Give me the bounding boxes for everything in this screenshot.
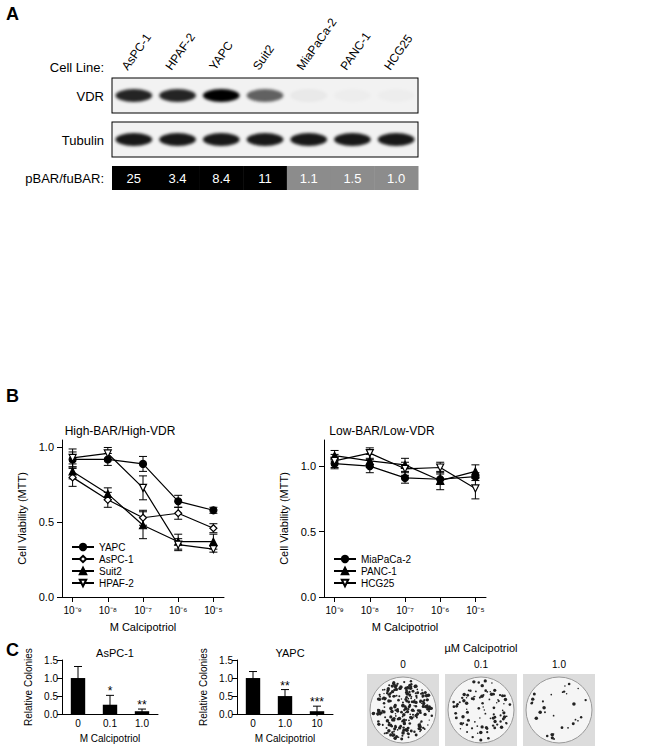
svg-text:10⁻⁶: 10⁻⁶ [431,605,449,616]
svg-text:1.0: 1.0 [135,718,149,729]
svg-text:0.1: 0.1 [103,718,117,729]
svg-text:Relative Colonies: Relative Colonies [23,648,34,726]
svg-text:1.5: 1.5 [343,171,361,186]
svg-text:AsPC-1: AsPC-1 [99,554,134,565]
svg-text:AsPC-1: AsPC-1 [96,647,134,659]
svg-text:25: 25 [127,171,141,186]
svg-text:0: 0 [400,659,406,670]
svg-text:PANC-1: PANC-1 [337,29,373,73]
svg-text:pBAR/fuBAR:: pBAR/fuBAR: [25,171,104,186]
svg-text:8.4: 8.4 [212,171,230,186]
svg-text:10: 10 [311,718,323,729]
svg-text:10⁻⁸: 10⁻⁸ [361,605,379,616]
svg-text:10⁻⁶: 10⁻⁶ [169,605,187,616]
svg-text:HCG25: HCG25 [381,32,416,73]
svg-text:B: B [6,386,19,406]
svg-text:**: ** [137,698,147,712]
svg-text:MiaPaCa-2: MiaPaCa-2 [294,15,340,72]
svg-text:0.5: 0.5 [44,691,58,702]
svg-text:10⁻⁷: 10⁻⁷ [134,605,152,616]
svg-text:***: *** [310,695,324,709]
svg-text:Cell Viability (MTT): Cell Viability (MTT) [278,472,290,565]
svg-text:C: C [6,640,19,660]
svg-text:1.0: 1.0 [301,460,316,472]
svg-text:1.5: 1.5 [219,655,233,666]
svg-text:High-BAR/High-VDR: High-BAR/High-VDR [65,424,176,438]
svg-text:0.1: 0.1 [474,659,488,670]
svg-text:YAPC: YAPC [275,647,304,659]
svg-text:10⁻⁵: 10⁻⁵ [204,605,222,616]
svg-text:0.5: 0.5 [39,516,54,528]
svg-text:Relative Colonies: Relative Colonies [198,648,209,726]
svg-text:3.4: 3.4 [169,171,187,186]
svg-text:10⁻⁵: 10⁻⁵ [466,605,484,616]
svg-text:0.0: 0.0 [39,591,54,603]
svg-text:Suit2: Suit2 [250,42,277,73]
svg-text:*: * [108,684,113,698]
svg-text:MiaPaCa-2: MiaPaCa-2 [361,554,411,565]
svg-text:10⁻⁷: 10⁻⁷ [396,605,414,616]
svg-text:M Calcipotriol: M Calcipotriol [372,621,439,633]
svg-text:10⁻⁸: 10⁻⁸ [99,605,117,616]
svg-text:0.5: 0.5 [219,691,233,702]
svg-text:M Calcipotriol: M Calcipotriol [255,733,316,744]
svg-text:Tubulin: Tubulin [62,133,104,148]
svg-text:0.0: 0.0 [301,591,316,603]
svg-text:0.0: 0.0 [44,709,58,720]
svg-text:0: 0 [75,718,81,729]
svg-text:1.0: 1.0 [552,659,566,670]
svg-text:YAPC: YAPC [99,542,126,553]
svg-text:1.1: 1.1 [300,171,318,186]
svg-text:**: ** [280,679,290,693]
svg-text:µM Calcipotriol: µM Calcipotriol [445,642,518,654]
svg-text:HCG25: HCG25 [361,578,395,589]
svg-text:VDR: VDR [77,89,104,104]
svg-text:Cell Viability (MTT): Cell Viability (MTT) [16,472,28,565]
svg-text:A: A [6,4,19,24]
svg-text:1.0: 1.0 [278,718,292,729]
svg-text:HPAF-2: HPAF-2 [99,578,134,589]
svg-text:11: 11 [258,171,272,186]
svg-text:1.0: 1.0 [39,441,54,453]
svg-text:1.5: 1.5 [44,655,58,666]
svg-text:M Calcipotriol: M Calcipotriol [80,733,141,744]
svg-text:0: 0 [250,718,256,729]
svg-text:Low-BAR/Low-VDR: Low-BAR/Low-VDR [329,424,435,438]
svg-text:PANC-1: PANC-1 [361,566,397,577]
svg-text:0.5: 0.5 [301,526,316,538]
svg-text:Cell Line:: Cell Line: [50,60,104,75]
svg-text:YAPC: YAPC [206,38,236,72]
svg-text:10⁻⁹: 10⁻⁹ [63,605,81,616]
svg-text:1.0: 1.0 [219,673,233,684]
svg-text:1.0: 1.0 [387,171,405,186]
svg-text:HPAF-2: HPAF-2 [163,30,199,73]
svg-text:0.0: 0.0 [219,709,233,720]
svg-text:1.0: 1.0 [44,673,58,684]
svg-text:10⁻⁹: 10⁻⁹ [325,605,343,616]
svg-text:Suit2: Suit2 [99,566,122,577]
svg-text:M Calcipotriol: M Calcipotriol [110,621,177,633]
svg-text:AsPC-1: AsPC-1 [119,31,154,73]
